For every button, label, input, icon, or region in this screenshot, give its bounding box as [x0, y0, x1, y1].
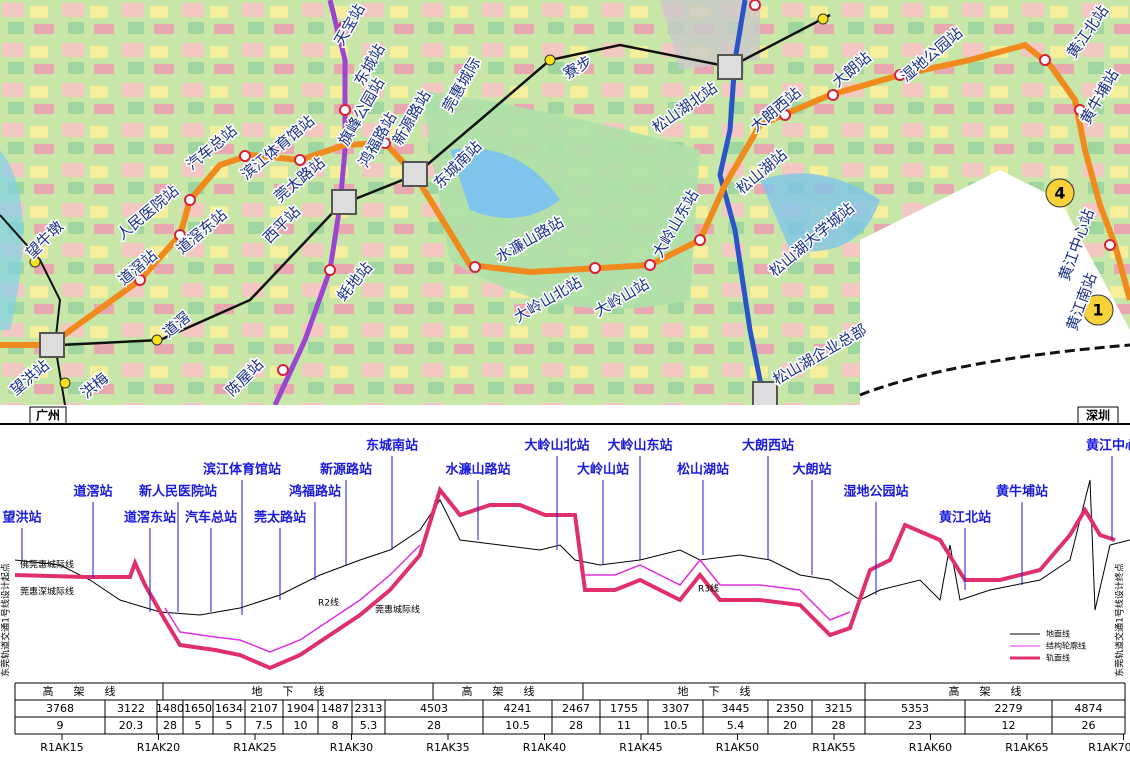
legend-label: 轨面线: [1046, 653, 1070, 663]
segment-length: 2279: [995, 702, 1023, 715]
mileage-label: R1AK55: [812, 741, 855, 754]
section-type: 地下线: [252, 684, 345, 698]
section-type: 高架线: [43, 684, 136, 698]
segment-slope: 8: [332, 719, 339, 732]
profile-note: 莞惠深城际线: [20, 586, 74, 598]
section-type: 高架线: [462, 684, 555, 698]
segment-length: 3307: [662, 702, 690, 715]
profile-station: 大岭山东站: [607, 438, 672, 454]
mileage-label: R1AK45: [619, 741, 662, 754]
segment-slope: 10.5: [663, 719, 688, 732]
profile-station: 鸿福路站: [289, 484, 341, 500]
segment-length: 3445: [722, 702, 750, 715]
segment-length: 1480: [156, 702, 184, 715]
segment-slope: 5: [195, 719, 202, 732]
segment-length: 1650: [184, 702, 212, 715]
segment-slope: 28: [163, 719, 177, 732]
mileage-label: R1AK35: [426, 741, 469, 754]
profile-station: 莞太路站: [254, 510, 306, 526]
segment-length: 1487: [321, 702, 349, 715]
mileage-label: R1AK30: [330, 741, 373, 754]
profile-note: R3线: [698, 583, 719, 595]
mileage-label: R1AK70: [1088, 741, 1130, 754]
profile-station: 新人民医院站: [139, 484, 217, 500]
segment-slope: 5.3: [360, 719, 378, 732]
profile-note: 佛莞惠城际线: [20, 559, 74, 571]
mileage-label: R1AK65: [1005, 741, 1048, 754]
segment-slope: 28: [427, 719, 441, 732]
profile-note: 莞惠城际线: [375, 604, 420, 616]
section-type: 地下线: [678, 684, 771, 698]
profile-station: 滨江体育馆站: [203, 462, 281, 478]
city-label: 广州: [36, 408, 60, 423]
segment-length: 4503: [420, 702, 448, 715]
segment-length: 2107: [250, 702, 278, 715]
profile-note: R2线: [318, 597, 339, 609]
segment-length: 2313: [355, 702, 383, 715]
segment-length: 1904: [287, 702, 315, 715]
segment-length: 2350: [776, 702, 804, 715]
city-label: 深圳: [1086, 408, 1110, 423]
mileage-label: R1AK15: [40, 741, 83, 754]
segment-length: 3215: [825, 702, 853, 715]
segment-length: 5353: [901, 702, 929, 715]
profile-station: 道滘东站: [124, 510, 176, 526]
start-label: 东莞轨道交通1号线设计起点: [0, 563, 12, 677]
segment-slope: 10.5: [505, 719, 530, 732]
segment-slope: 20.3: [119, 719, 144, 732]
mileage-label: R1AK20: [137, 741, 180, 754]
segment-slope: 7.5: [255, 719, 273, 732]
mileage-label: R1AK50: [716, 741, 759, 754]
line-badge: 1: [1092, 301, 1103, 320]
mileage-label: R1AK60: [909, 741, 952, 754]
segment-slope: 28: [832, 719, 846, 732]
profile-station: 大岭山北站: [524, 438, 589, 454]
badges: [1045, 178, 1114, 326]
segment-slope: 20: [783, 719, 797, 732]
segment-slope: 11: [617, 719, 631, 732]
profile-station: 汽车总站: [185, 510, 237, 526]
section-type: 高架线: [949, 684, 1042, 698]
profile-station: 望洪站: [2, 510, 41, 526]
segment-slope: 28: [569, 719, 583, 732]
mileage-label: R1AK25: [233, 741, 276, 754]
profile-station: 湿地公园站: [843, 484, 908, 500]
segment-length: 2467: [562, 702, 590, 715]
profile-station: 水濂山路站: [445, 462, 510, 478]
profile-station: 黄江中心: [1086, 438, 1130, 454]
profile-station: 大岭山站: [577, 462, 629, 478]
profile-station: 黄牛埔站: [996, 484, 1048, 500]
legend-label: 结构轮廓线: [1046, 641, 1086, 651]
map: [0, 0, 1130, 407]
line-badge: 4: [1054, 184, 1065, 203]
segment-slope: 10: [294, 719, 308, 732]
segment-length: 4874: [1075, 702, 1103, 715]
profile-station: 黄江北站: [939, 510, 991, 526]
profile-station: 道滘站: [73, 484, 112, 500]
segment-length: 1755: [610, 702, 638, 715]
profile: [0, 405, 1130, 758]
profile-station: 东城南站: [366, 438, 418, 454]
profile-station: 大朗西站: [742, 438, 794, 454]
segment-slope: 5.4: [727, 719, 745, 732]
segment-length: 3122: [117, 702, 145, 715]
profile-station: 大朗站: [792, 462, 831, 478]
segment-length: 1634: [215, 702, 243, 715]
segment-length: 4241: [504, 702, 532, 715]
profile-station: 松山湖站: [677, 462, 729, 478]
mileage-label: R1AK40: [523, 741, 566, 754]
segment-slope: 12: [1002, 719, 1016, 732]
segment-slope: 9: [57, 719, 64, 732]
segment-slope: 23: [908, 719, 922, 732]
legend-label: 地面线: [1046, 629, 1070, 639]
end-label: 东莞轨道交通1号线设计终点: [1114, 563, 1126, 677]
segment-length: 3768: [46, 702, 74, 715]
segment-slope: 26: [1082, 719, 1096, 732]
profile-station: 新源路站: [320, 462, 372, 478]
segment-slope: 5: [226, 719, 233, 732]
